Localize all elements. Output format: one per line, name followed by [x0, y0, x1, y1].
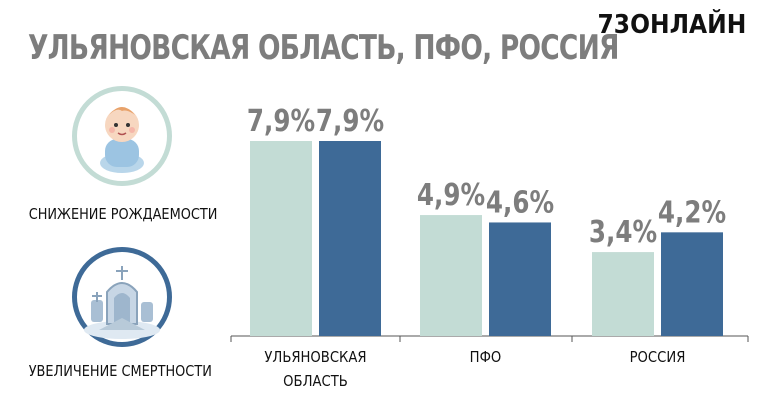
data-label: 4,6% — [486, 186, 554, 220]
bar-birth — [250, 141, 312, 336]
bar-birth — [420, 215, 482, 336]
data-label: 7,9% — [316, 105, 384, 139]
data-label: 4,2% — [658, 196, 726, 230]
category-label: ОБЛАСТЬ — [283, 373, 348, 390]
data-label: 4,9% — [417, 179, 485, 213]
cemetery-icon — [72, 247, 172, 347]
legend-label-birth: СНИЖЕНИЕ РОЖДАЕМОСТИ — [28, 205, 218, 223]
legend-label-death: УВЕЛИЧЕНИЕ СМЕРТНОСТИ — [28, 362, 212, 380]
bar-death — [489, 222, 551, 336]
bar-birth — [592, 252, 654, 336]
data-label: 3,4% — [589, 216, 657, 250]
category-label: ПФО — [470, 349, 502, 366]
baby-icon — [72, 86, 172, 186]
bar-death — [319, 141, 381, 336]
brand-logo: 73ОНЛАЙН — [597, 10, 746, 40]
category-label: РОССИЯ — [630, 349, 686, 366]
bar-death — [661, 232, 723, 336]
category-label: УЛЬЯНОВСКАЯ — [264, 349, 366, 366]
data-label: 7,9% — [247, 105, 315, 139]
chart-title: УЛЬЯНОВСКАЯ ОБЛАСТЬ, ПФО, РОССИЯ — [28, 28, 619, 68]
